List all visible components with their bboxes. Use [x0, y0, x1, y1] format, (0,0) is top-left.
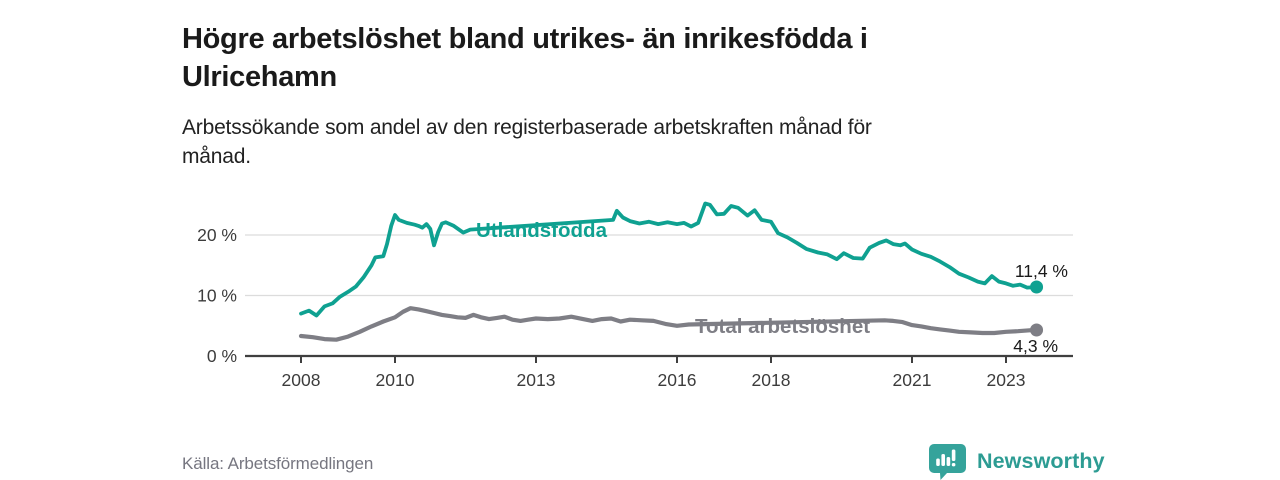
- series-line-total: [298, 306, 1039, 342]
- series-line-utlandsfodda: [299, 201, 1039, 318]
- value-label-total: 4,3 %: [1013, 336, 1058, 356]
- newsworthy-logo-icon: [929, 444, 966, 480]
- series-label-total: Total arbetslöshet: [695, 315, 870, 338]
- y-tick-label: 0 %: [207, 346, 237, 366]
- chart-subtitle: Arbetssökande som andel av den registerb…: [182, 113, 872, 172]
- newsworthy-logo: Newsworthy: [928, 443, 1105, 480]
- page-title-line1: Högre arbetslöshet bland utrikes- än inr…: [182, 23, 868, 56]
- source-note: Källa: Arbetsförmedlingen: [182, 454, 374, 473]
- x-tick-label: 2018: [752, 370, 791, 390]
- x-tick-label: 2010: [376, 370, 415, 390]
- chart-subtitle-line2: månad.: [182, 145, 251, 169]
- x-tick-label: 2021: [893, 370, 932, 390]
- series-end-dot-total: [1030, 323, 1044, 337]
- series-label-utlandsfodda: Utlandsfödda: [476, 219, 608, 242]
- series-end-dot-utlandsfodda: [1030, 280, 1044, 294]
- page-title-line2: Ulricehamn: [182, 61, 337, 94]
- newsworthy-wordmark: Newsworthy: [977, 449, 1105, 473]
- x-tick-label: 2013: [517, 370, 556, 390]
- x-tick-label: 2023: [987, 370, 1026, 390]
- x-tick-label: 2016: [658, 370, 697, 390]
- y-tick-label: 20 %: [197, 225, 237, 245]
- value-label-utlandsfodda: 11,4 %: [1015, 261, 1068, 281]
- page-title: Högre arbetslöshet bland utrikes- än inr…: [182, 21, 868, 96]
- x-tick-label: 2008: [282, 370, 321, 390]
- chart-subtitle-line1: Arbetssökande som andel av den registerb…: [182, 116, 872, 139]
- y-tick-label: 10 %: [197, 286, 237, 306]
